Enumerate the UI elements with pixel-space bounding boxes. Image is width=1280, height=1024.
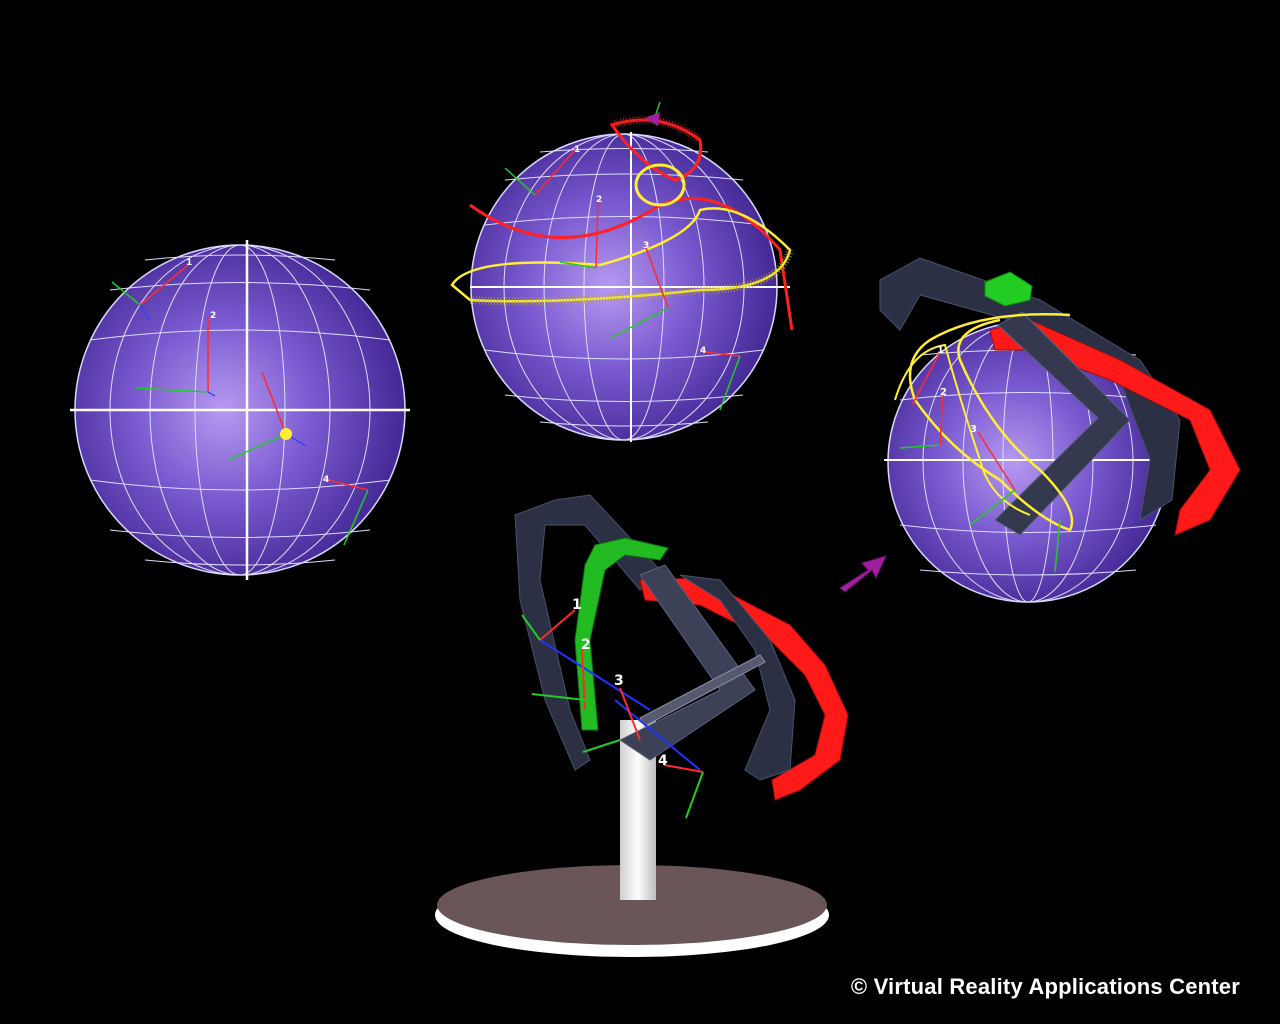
svg-text:1: 1 — [937, 345, 944, 356]
svg-text:4: 4 — [323, 475, 329, 485]
sphere-right-with-frames: 1 2 3 — [879, 257, 1241, 603]
svg-text:2: 2 — [210, 311, 216, 321]
svg-text:1: 1 — [186, 258, 192, 268]
svg-text:4: 4 — [700, 346, 706, 356]
svg-text:2: 2 — [581, 637, 591, 653]
sphere-top: 1 2 3 4 — [450, 101, 794, 442]
gimbal-device: 1 2 3 4 — [435, 494, 849, 957]
svg-text:1: 1 — [572, 597, 582, 613]
sphere-left: 1 2 4 — [70, 240, 410, 580]
svg-text:3: 3 — [970, 424, 977, 435]
svg-text:3: 3 — [643, 241, 649, 251]
svg-text:4: 4 — [658, 753, 668, 769]
svg-text:2: 2 — [596, 195, 602, 205]
copyright-notice: © Virtual Reality Applications Center — [850, 974, 1240, 999]
svg-text:1: 1 — [574, 145, 580, 155]
direction-arrow — [839, 555, 887, 593]
svg-text:2: 2 — [940, 387, 947, 398]
svg-text:3: 3 — [614, 673, 624, 689]
